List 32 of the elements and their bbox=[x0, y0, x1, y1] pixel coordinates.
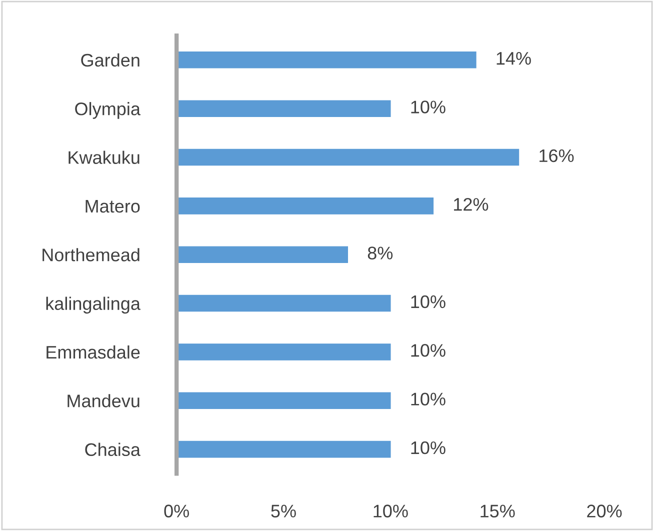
data-label: 10% bbox=[411, 392, 446, 406]
data-label: 10% bbox=[411, 344, 446, 357]
x-tick-label: 0% bbox=[164, 504, 189, 518]
x-tick-label: 20% bbox=[587, 504, 622, 518]
bar bbox=[176, 392, 391, 410]
data-label: 14% bbox=[496, 52, 531, 65]
bar bbox=[176, 246, 348, 263]
bar bbox=[176, 148, 520, 166]
bar bbox=[176, 344, 391, 360]
y-tick-label: Olympia bbox=[75, 102, 140, 119]
x-tick-label: 15% bbox=[480, 504, 515, 518]
x-tick-label: 10% bbox=[374, 504, 408, 518]
bar bbox=[176, 100, 391, 117]
y-tick-label: Mandevu bbox=[68, 394, 140, 408]
data-label: 10% bbox=[411, 100, 446, 114]
y-tick-label: Garden bbox=[81, 53, 140, 67]
bar bbox=[176, 294, 391, 312]
y-tick-label: Chaisa bbox=[85, 442, 140, 456]
data-label: 10% bbox=[411, 295, 446, 308]
data-label: 8% bbox=[368, 246, 393, 260]
bar bbox=[176, 52, 476, 68]
bar bbox=[176, 440, 391, 458]
y-tick-label: kalingalinga bbox=[46, 296, 140, 314]
data-label: 12% bbox=[454, 198, 488, 211]
y-tick-label: Matero bbox=[86, 200, 140, 213]
y-tick-label: Northemead bbox=[42, 248, 140, 262]
y-tick-label: Emmasdale bbox=[46, 345, 140, 359]
bar bbox=[176, 198, 434, 214]
data-label: 10% bbox=[411, 441, 446, 454]
x-tick-label: 5% bbox=[271, 504, 296, 518]
y-tick-label: Kwakuku bbox=[68, 150, 140, 164]
data-label: 16% bbox=[540, 149, 574, 162]
